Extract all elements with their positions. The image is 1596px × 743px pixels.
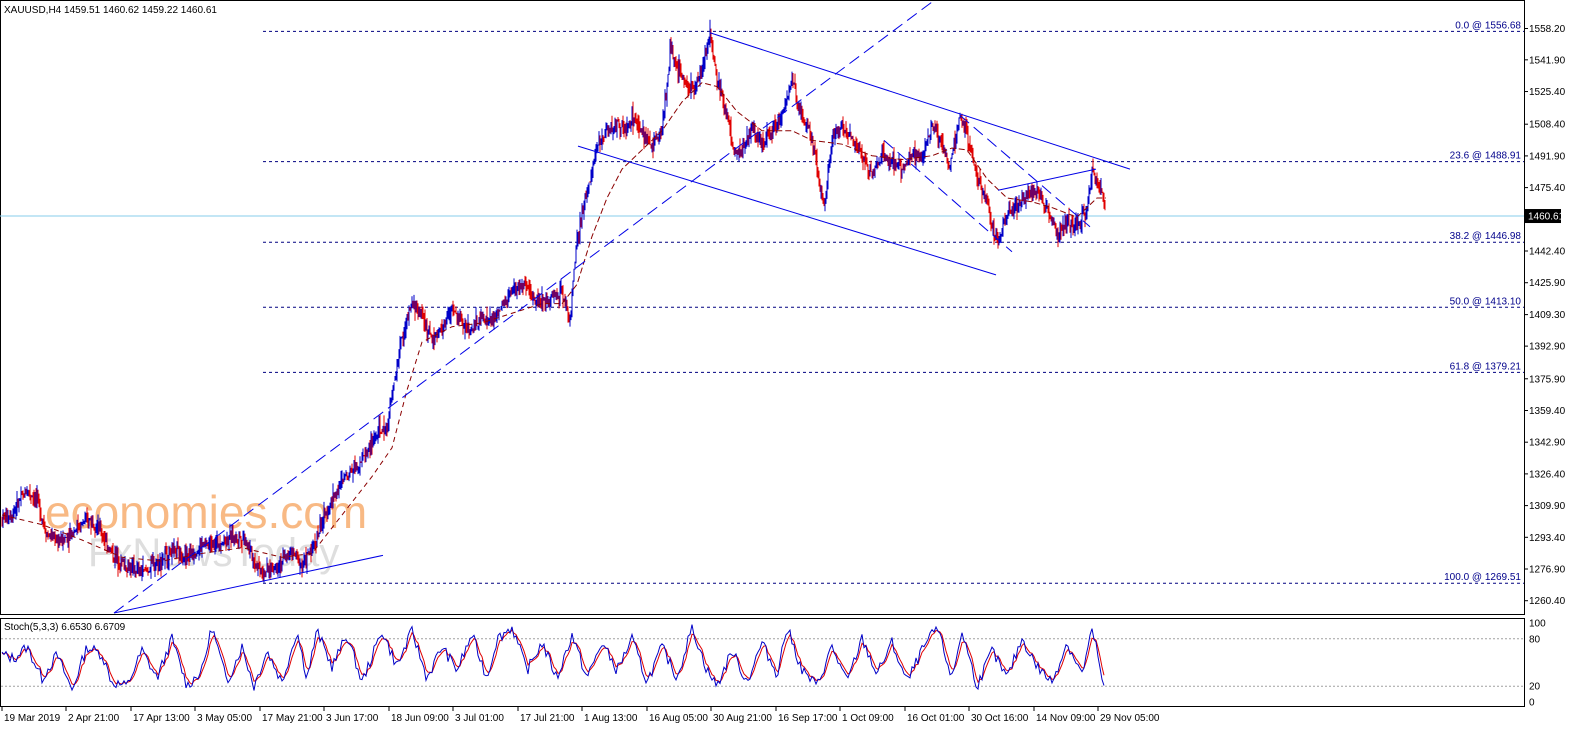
trendline-6 (959, 114, 1091, 228)
x-tick-label: 19 Mar 2019 (4, 713, 61, 724)
fib-label-4: 61.8 @ 1379.21 (1450, 361, 1522, 372)
y-tick-label: 1326.40 (1529, 469, 1566, 480)
stoch-plot-frame (0, 618, 1525, 707)
y-tick-label: 1392.90 (1529, 342, 1566, 353)
trendline-1 (113, 1, 933, 614)
x-tick-label: 2 Apr 21:00 (68, 713, 120, 724)
x-tick-label: 1 Oct 09:00 (842, 713, 894, 724)
y-tick-label: 1425.90 (1529, 278, 1566, 289)
trendline-4 (997, 168, 1097, 191)
x-tick-label: 3 May 05:00 (197, 713, 252, 724)
y-tick-label: 1342.90 (1529, 438, 1566, 449)
x-tick-label: 3 Jun 17:00 (326, 713, 379, 724)
x-tick-label: 16 Oct 01:00 (907, 713, 965, 724)
current-price-badge (1525, 209, 1561, 224)
y-tick-label: 1375.90 (1529, 374, 1566, 385)
fib-label-0: 0.0 @ 1556.68 (1455, 20, 1521, 31)
moving-average-line (561, 82, 1106, 304)
current-price-label: 1460.61 (1528, 212, 1565, 223)
x-tick-label: 1 Aug 13:00 (584, 713, 638, 724)
fib-label-1: 23.6 @ 1488.91 (1450, 151, 1522, 162)
watermark: economies.com FxNewsToday (45, 486, 367, 575)
stoch-signal-line (1, 629, 1105, 686)
y-tick-label: 1508.40 (1529, 120, 1566, 131)
x-tick-label: 14 Nov 09:00 (1036, 713, 1096, 724)
time-axis: 19 Mar 2019 2 Apr 21:00 17 Apr 13:00 3 May … (1, 706, 1160, 724)
fibonacci-levels: 0.0 @ 1556.68 23.6 @ 1488.91 38.2 @ 1446.9… (263, 20, 1524, 584)
stochastic-oscillator: 100 80 20 0 (1, 619, 1546, 709)
x-tick-label: 3 Jul 01:00 (455, 713, 504, 724)
x-tick-label: 17 Jul 21:00 (520, 713, 575, 724)
y-tick-label: 1558.20 (1529, 24, 1566, 35)
symbol-header: XAUUSD,H4 1459.51 1460.62 1459.22 1460.6… (4, 5, 217, 16)
stoch-label: Stoch(5,3,3) 6.6530 6.6709 (4, 622, 126, 633)
x-tick-label: 17 May 21:00 (262, 713, 323, 724)
y-tick-label: 1260.40 (1529, 596, 1566, 607)
x-tick-label: 30 Oct 16:00 (971, 713, 1029, 724)
y-tick-label: 1442.40 (1529, 247, 1566, 258)
stoch-level-label: 0 (1529, 698, 1535, 709)
x-tick-label: 16 Aug 05:00 (649, 713, 708, 724)
y-tick-label: 1541.90 (1529, 55, 1566, 66)
stoch-level-label: 80 (1529, 634, 1541, 645)
price-axis: 1558.20 1541.90 1525.40 1508.40 1491.90 1475.… (1524, 24, 1566, 607)
fib-label-3: 50.0 @ 1413.10 (1450, 296, 1522, 307)
y-tick-label: 1409.30 (1529, 310, 1566, 321)
trendline-3 (577, 145, 997, 276)
y-tick-label: 1293.40 (1529, 533, 1566, 544)
trendline-5 (883, 139, 1013, 253)
x-tick-label: 18 Jun 09:00 (391, 713, 449, 724)
moving-average-line-early (1, 303, 562, 562)
stoch-level-label: 20 (1529, 682, 1541, 693)
fib-label-2: 38.2 @ 1446.98 (1450, 231, 1522, 242)
y-tick-label: 1309.90 (1529, 501, 1566, 512)
x-tick-label: 17 Apr 13:00 (133, 713, 190, 724)
y-tick-label: 1276.90 (1529, 565, 1566, 576)
stoch-main-line (1, 624, 1105, 692)
trendline-0 (113, 554, 384, 614)
candlesticks (1, 19, 1106, 583)
fib-label-5: 100.0 @ 1269.51 (1444, 572, 1521, 583)
x-tick-label: 30 Aug 21:00 (713, 713, 772, 724)
x-tick-label: 29 Nov 05:00 (1100, 713, 1160, 724)
trendline-2 (709, 32, 1131, 170)
stoch-level-label: 100 (1529, 619, 1546, 630)
y-tick-label: 1491.90 (1529, 151, 1566, 162)
x-tick-label: 16 Sep 17:00 (778, 713, 838, 724)
y-tick-label: 1525.40 (1529, 87, 1566, 98)
y-tick-label: 1475.40 (1529, 183, 1566, 194)
trendlines (113, 1, 1131, 614)
y-tick-label: 1359.40 (1529, 406, 1566, 417)
moving-average (1, 82, 1106, 562)
